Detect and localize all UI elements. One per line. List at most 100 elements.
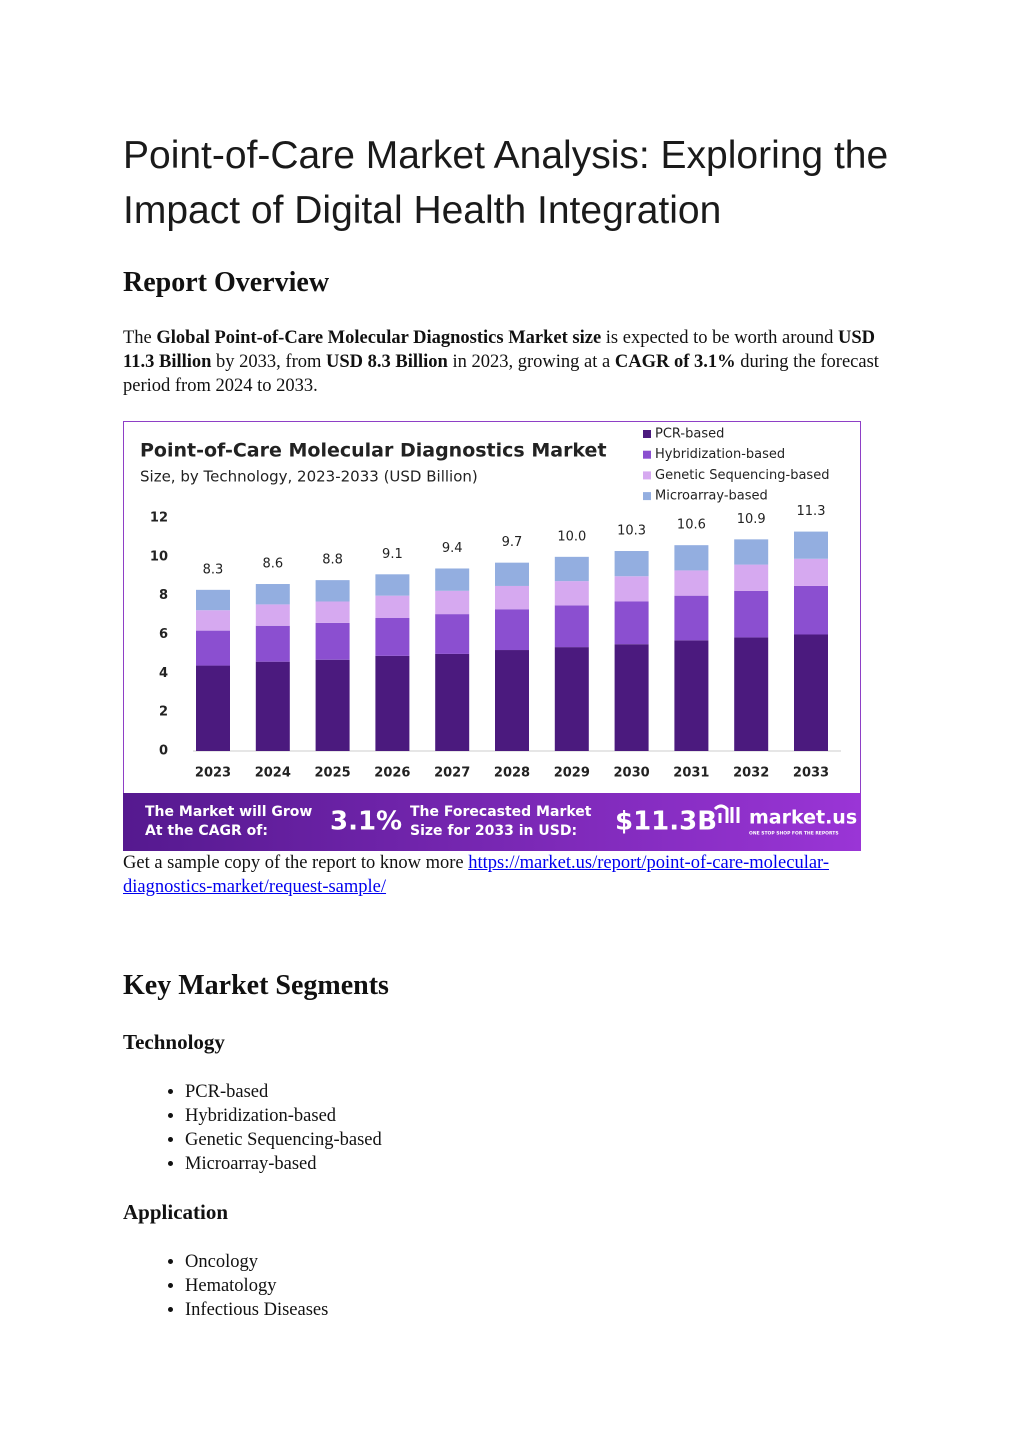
chart-subtitle: Size, by Technology, 2023-2033 (USD Bill… [140,468,478,486]
banner-value: $11.3B [615,807,717,837]
x-tick-label: 2029 [554,766,590,781]
total-label: 10.0 [557,529,586,544]
bold-text: Global Point-of-Care Molecular Diagnosti… [156,328,602,348]
chart-title: Point-of-Care Molecular Diagnostics Mark… [140,440,607,462]
bar-segment [435,568,470,591]
banner-value: 3.1% [330,807,402,837]
text: Get a sample copy of the report to know … [123,853,469,873]
bar-segment [315,622,350,660]
bar-segment [375,574,410,596]
list-item: Infectious Diseases [185,1298,328,1322]
bar-segment [196,630,230,666]
bar-segment [196,610,230,631]
x-tick-label: 2030 [614,766,650,781]
legend-label: Microarray-based [655,489,768,504]
bold-text: USD 8.3 Billion [326,352,448,372]
list: PCR-based Hybridization-based Genetic Se… [123,1080,382,1176]
text: by 2033, from [211,352,327,372]
legend-label: PCR-based [655,427,724,442]
x-tick-label: 2025 [315,766,351,781]
bar-segment [196,665,230,751]
bar-segment [794,531,828,559]
bar-segment [255,625,290,662]
x-tick-label: 2026 [374,766,410,781]
bar-segment [315,580,350,602]
bar-segment [794,558,828,586]
bar-segment [734,590,769,638]
y-tick-label: 6 [159,627,168,642]
list-item: Hybridization-based [185,1104,382,1128]
bar-segment [315,601,350,623]
x-tick-label: 2024 [255,766,291,781]
bar-segment [495,650,529,751]
bar-segment [554,605,589,648]
total-label: 8.6 [262,557,283,572]
bar-segment [375,617,410,656]
bar-segment [554,647,589,751]
total-label: 10.9 [737,512,766,527]
total-label: 9.1 [382,547,403,562]
text: is expected to be worth around [601,328,839,348]
text: The [123,328,157,348]
bar-segment [435,653,470,751]
bold-text: CAGR of 3.1% [614,352,736,372]
bar-segment [794,634,828,751]
bar-segment [794,585,828,635]
list-item: PCR-based [185,1080,382,1104]
bar-segment [674,640,709,751]
bar-segment [255,661,290,751]
bar-segment [674,570,709,596]
brand: market.us [749,807,857,829]
bar-segment [734,637,769,751]
list: Oncology Hematology Infectious Diseases [123,1250,328,1322]
heading: Key Market Segments [123,970,389,1001]
legend-swatch [643,430,651,438]
link[interactable]: https://market.us/report/point-of-care-m… [123,853,829,897]
x-tick-label: 2028 [494,766,530,781]
legend-label: Genetic Sequencing-based [655,468,829,483]
heading: Report Overview [123,267,330,298]
bar-segment [614,644,649,751]
total-label: 9.4 [442,541,463,556]
subheading: Technology [123,1030,225,1054]
legend-swatch [643,471,651,480]
total-label: 8.8 [322,553,343,568]
legend-swatch [643,492,651,501]
text: during the forecast period from 2024 to … [123,352,884,396]
legend-swatch [643,450,651,459]
bar-segment [315,659,350,751]
bar-segment [375,655,410,751]
list-item: Hematology [185,1274,328,1298]
bar-segment [554,556,589,582]
bold-text: USD 11.3 Billion [123,328,880,372]
bar-segment [375,595,410,618]
bar-segment [614,601,649,645]
total-label: 11.3 [797,504,826,519]
x-tick-label: 2033 [793,766,829,781]
bar-segment [495,609,529,651]
total-label: 10.6 [677,518,706,533]
list-item: Genetic Sequencing-based [185,1128,382,1152]
bar-segment [614,551,649,577]
x-tick-label: 2032 [733,766,769,781]
y-tick-label: 10 [150,549,168,564]
bar-segment [554,581,589,606]
y-tick-label: 0 [159,744,168,759]
total-label: 10.3 [617,524,646,539]
bar-segment [435,614,470,654]
logo-icon [713,804,740,823]
banner-text: Size for 2033 in USD: [410,823,577,839]
list-item: Microarray-based [185,1152,382,1176]
bar-segment [674,545,709,571]
banner-text: The Market will Grow [145,804,312,820]
bar-segment [495,585,529,610]
banner-text: The Forecasted Market [410,804,592,820]
x-tick-label: 2031 [673,766,709,781]
bar-segment [196,589,230,611]
tagline: ONE STOP SHOP FOR THE REPORTS [749,831,839,837]
bar-segment [435,590,470,615]
bar-segment [255,584,290,605]
sample-text: Get a sample copy of the report to know … [123,851,883,899]
y-tick-label: 2 [159,705,168,720]
